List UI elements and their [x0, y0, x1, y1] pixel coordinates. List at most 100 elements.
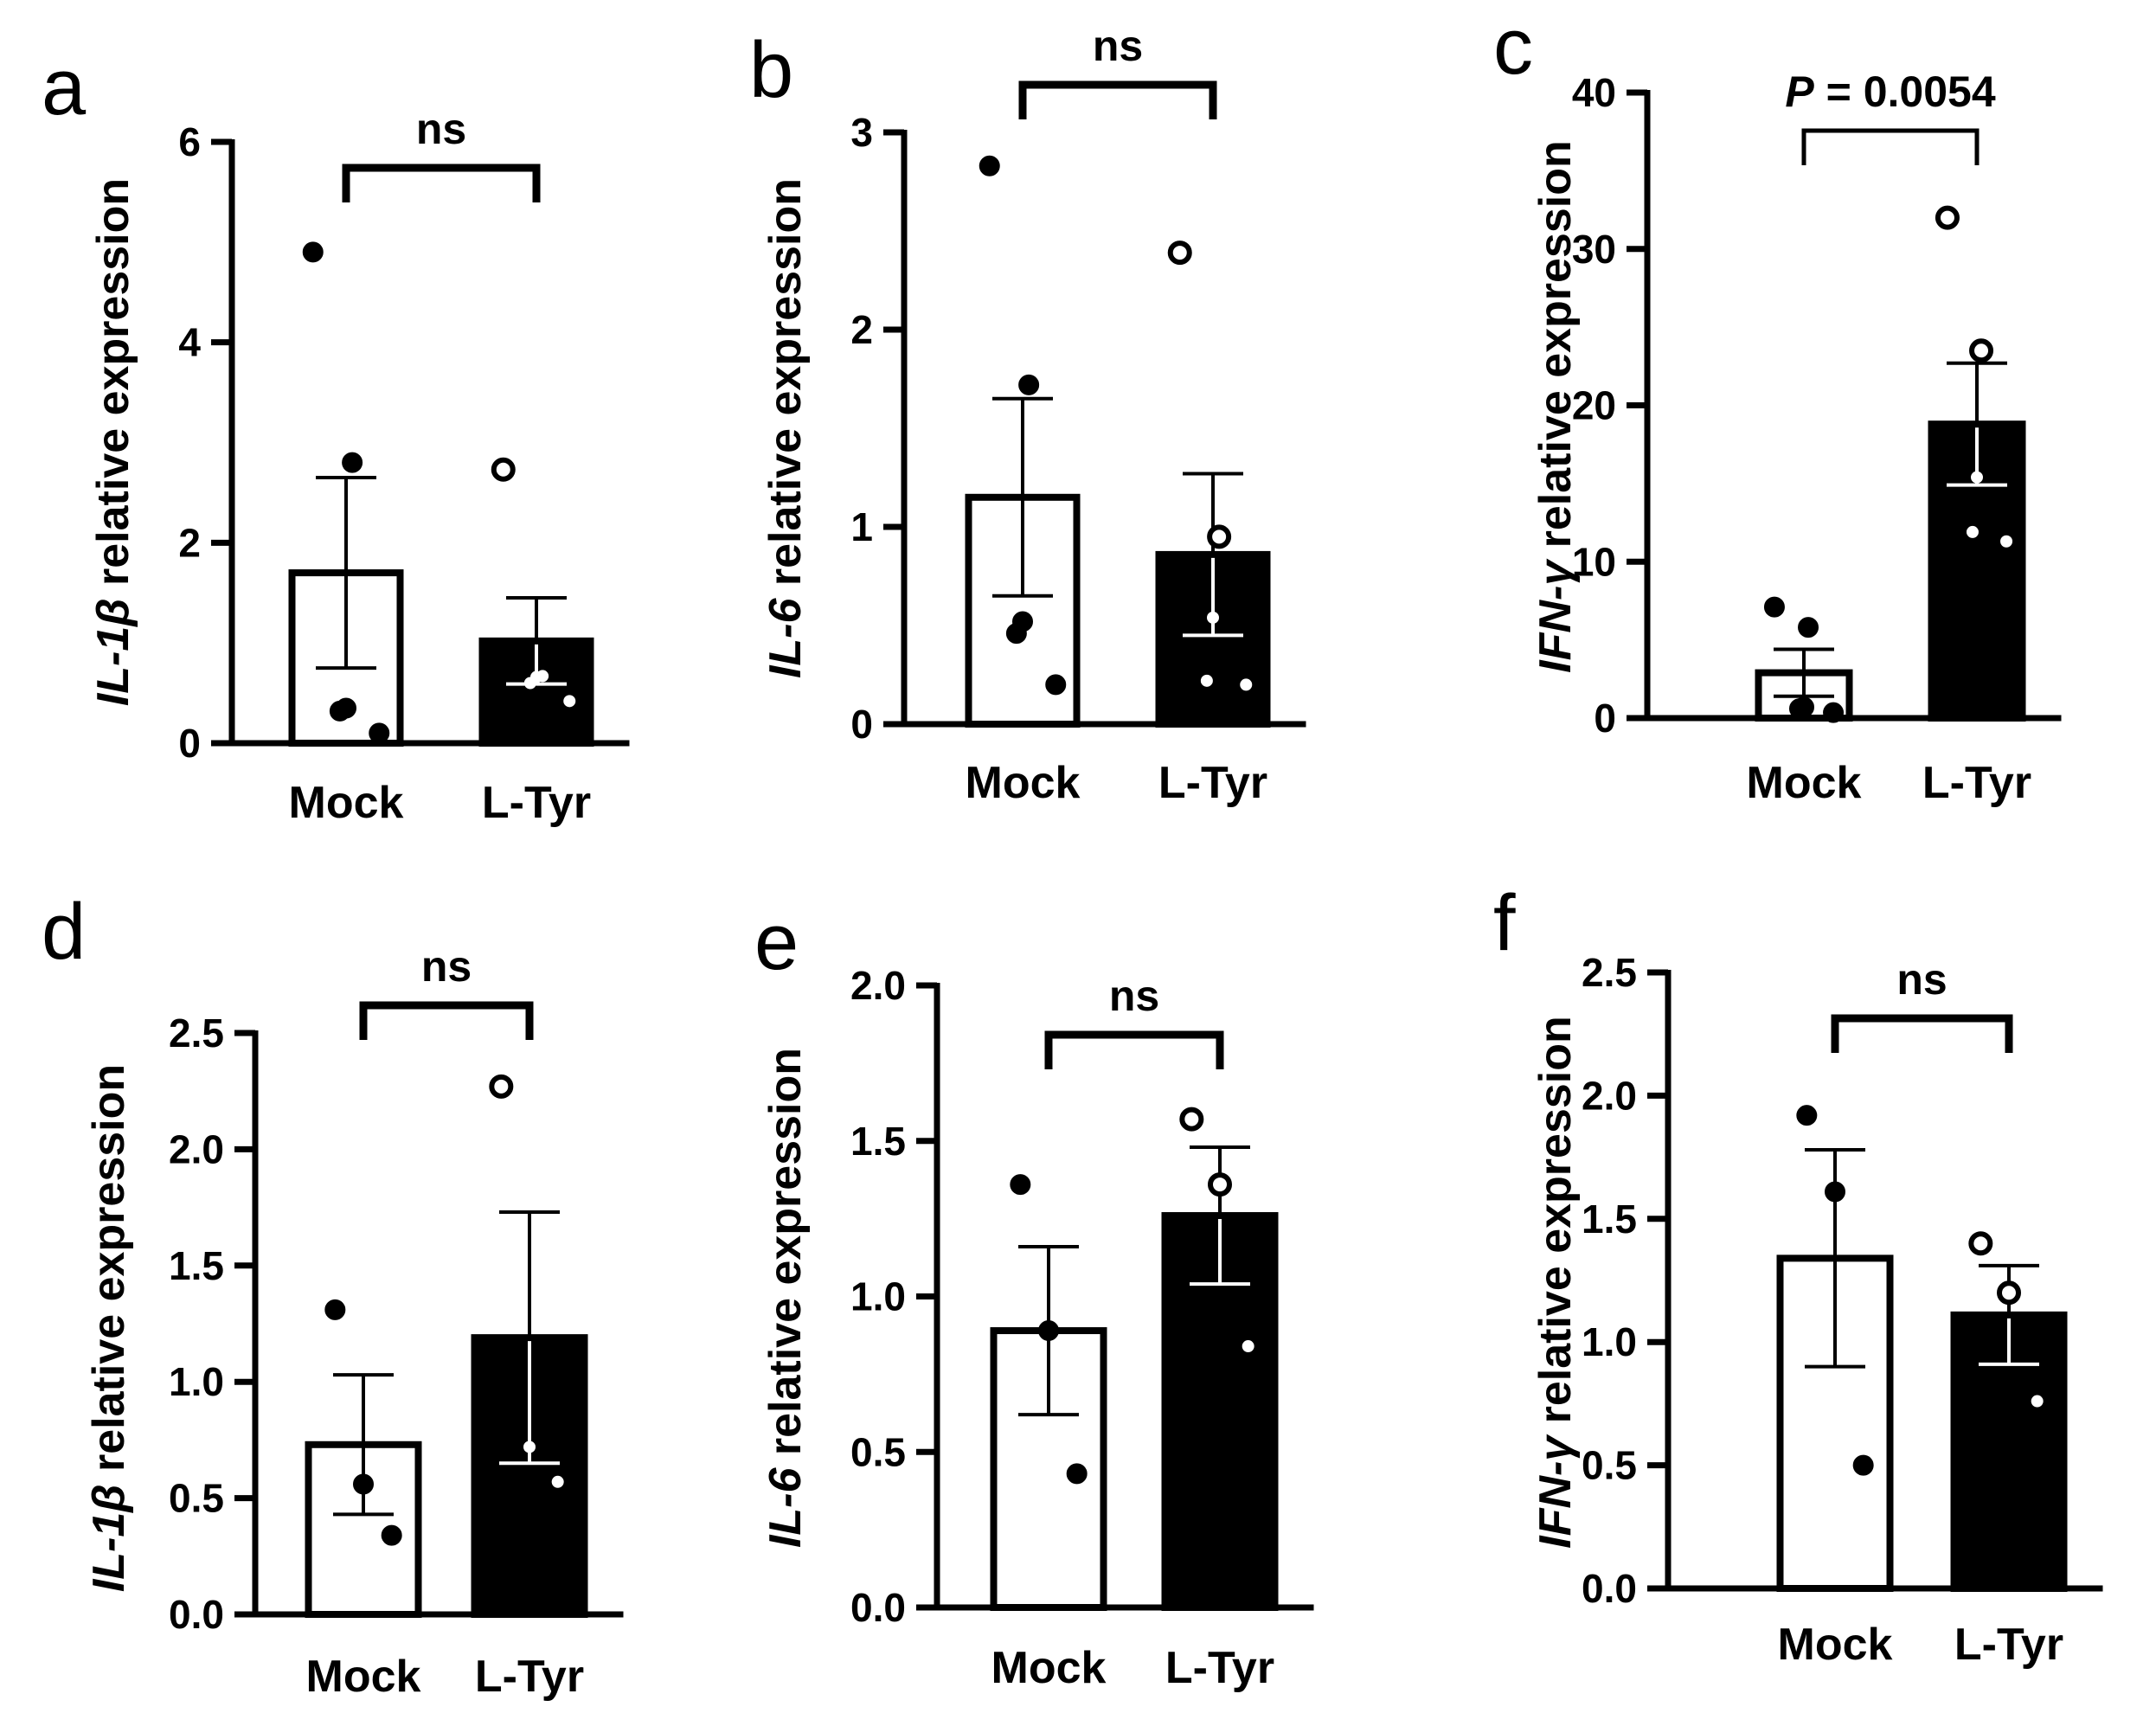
- panel-letter: e: [754, 898, 799, 986]
- x-category-label: L-Tyr: [1158, 758, 1267, 808]
- y-tick-label: 2.0: [850, 963, 906, 1008]
- data-point: [979, 155, 1000, 176]
- data-point: [1200, 674, 1213, 687]
- x-category-label: Mock: [1778, 1620, 1893, 1670]
- y-tick-label: 20: [1572, 383, 1616, 428]
- y-tick-label: 0.0: [1582, 1566, 1637, 1611]
- data-point: [1045, 674, 1067, 696]
- y-tick-label: 1.5: [850, 1119, 906, 1164]
- y-tick-label: 1.5: [1582, 1197, 1637, 1242]
- y-axis-label: IL-1β relative expression: [84, 1064, 134, 1592]
- y-tick-label: 3: [850, 110, 873, 155]
- data-point: [1763, 596, 1785, 618]
- panel-letter: b: [749, 26, 793, 114]
- data-point: [1208, 1172, 1232, 1197]
- y-axis-label-rest: relative expression: [84, 1064, 134, 1485]
- significance-bracket: [1044, 1030, 1224, 1069]
- data-point: [2000, 535, 2013, 548]
- data-point: [1852, 1454, 1874, 1476]
- y-tick-label: 0.5: [169, 1476, 224, 1521]
- data-point: [1167, 241, 1192, 266]
- data-point: [2031, 1395, 2044, 1408]
- y-axis-label-rest: relative expression: [1530, 1016, 1581, 1436]
- y-axis-label-gene: IL-6: [760, 598, 811, 679]
- y-axis-label: IFN-γ relative expression: [1530, 140, 1581, 673]
- panel-b: b IL-6 relative expression 0 1 2 3 Mock L-Tyr ns: [749, 22, 1306, 808]
- data-point: [1825, 1181, 1845, 1203]
- x-category-label: Mock: [1747, 758, 1862, 808]
- y-axis-label: IL-1β relative expression: [88, 178, 138, 706]
- data-point: [1179, 1107, 1204, 1132]
- significance-bracket: [1831, 1014, 2013, 1053]
- y-tick-label: 1.5: [169, 1243, 224, 1288]
- x-category-label: Mock: [966, 758, 1081, 808]
- x-category-label: Mock: [306, 1652, 421, 1702]
- y-axis-label-gene: IL-1β: [84, 1484, 134, 1592]
- y-axis-label-gene: IFN-γ: [1530, 1434, 1581, 1549]
- data-point: [1207, 611, 1219, 624]
- data-point: [1997, 1280, 2021, 1306]
- y-axis-label-gene: IL-6: [760, 1467, 811, 1549]
- significance-label: ns: [421, 942, 472, 991]
- x-category-label: Mock: [289, 778, 404, 828]
- data-point: [489, 1074, 514, 1099]
- data-point: [1971, 471, 1983, 484]
- data-point: [1010, 1174, 1031, 1196]
- data-point: [1788, 698, 1810, 720]
- significance-label: ns: [416, 105, 466, 153]
- x-category-label: L-Tyr: [482, 778, 591, 828]
- x-category-label: Mock: [991, 1643, 1107, 1693]
- data-point: [1005, 623, 1027, 645]
- y-axis-label: IL-6 relative expression: [760, 1048, 811, 1548]
- significance-bracket: [342, 164, 541, 202]
- y-tick-label: 10: [1572, 539, 1616, 584]
- data-point: [329, 700, 350, 722]
- x-category-label: L-Tyr: [475, 1652, 584, 1702]
- y-tick-label: 0: [1594, 696, 1616, 741]
- y-axis-label: IL-6 relative expression: [760, 178, 811, 678]
- significance-bracket: [1801, 128, 1980, 165]
- y-axis-label-rest: relative expression: [1530, 140, 1581, 561]
- y-tick-label: 0.0: [850, 1585, 906, 1630]
- y-axis-label-gene: IFN-γ: [1530, 558, 1581, 673]
- y-tick-label: 2.5: [169, 1011, 224, 1055]
- y-tick-label: 30: [1572, 227, 1616, 272]
- significance-label: ns: [1896, 955, 1947, 1004]
- y-tick-label: 0.0: [169, 1592, 224, 1637]
- y-axis-label: IFN-γ relative expression: [1530, 1016, 1581, 1549]
- significance-bracket: [1018, 80, 1217, 119]
- y-tick-label: 1.0: [850, 1274, 906, 1319]
- data-point: [523, 1440, 536, 1453]
- data-point: [302, 241, 324, 263]
- significance-label: P = 0.0054: [1785, 67, 1995, 116]
- y-tick-label: 6: [178, 119, 201, 164]
- data-point: [1935, 205, 1960, 230]
- panel-letter: a: [42, 43, 87, 132]
- y-tick-label: 2.0: [169, 1126, 224, 1171]
- data-point: [324, 1299, 346, 1320]
- y-tick-label: 0: [178, 721, 201, 766]
- y-axis-label-rest: relative expression: [760, 178, 811, 599]
- x-category-label: L-Tyr: [1954, 1620, 2063, 1670]
- data-point: [491, 457, 516, 482]
- data-point: [381, 1524, 402, 1546]
- panel-e: e IL-6 relative expression 0.0 0.5 1.0 1.5 2.0…: [754, 898, 1314, 1693]
- x-category-label: L-Tyr: [1165, 1643, 1274, 1693]
- data-point: [563, 695, 576, 708]
- y-tick-label: 1.0: [169, 1359, 224, 1404]
- y-tick-label: 2.0: [1582, 1073, 1637, 1118]
- y-tick-label: 0.5: [850, 1429, 906, 1474]
- bar-mock: [1776, 1254, 1894, 1593]
- y-axis-label-gene: IL-1β: [88, 598, 138, 706]
- panel-d: d IL-1β relative expression 0.0 0.5 1.0 1.5 2.…: [42, 888, 624, 1702]
- y-axis-label-rest: relative expression: [88, 178, 138, 599]
- y-tick-label: 1: [850, 504, 873, 549]
- panel-letter: c: [1493, 3, 1533, 91]
- y-tick-label: 4: [178, 320, 201, 365]
- significance-bracket: [359, 1001, 534, 1040]
- significance-label: ns: [1109, 972, 1159, 1020]
- data-point: [1038, 1320, 1059, 1342]
